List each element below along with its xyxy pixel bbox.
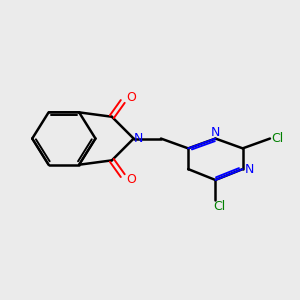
Text: N: N — [211, 125, 220, 139]
Text: Cl: Cl — [272, 132, 284, 145]
Text: Cl: Cl — [214, 200, 226, 213]
Text: N: N — [133, 132, 143, 145]
Text: O: O — [127, 91, 136, 103]
Text: O: O — [127, 173, 136, 187]
Text: N: N — [244, 163, 254, 176]
